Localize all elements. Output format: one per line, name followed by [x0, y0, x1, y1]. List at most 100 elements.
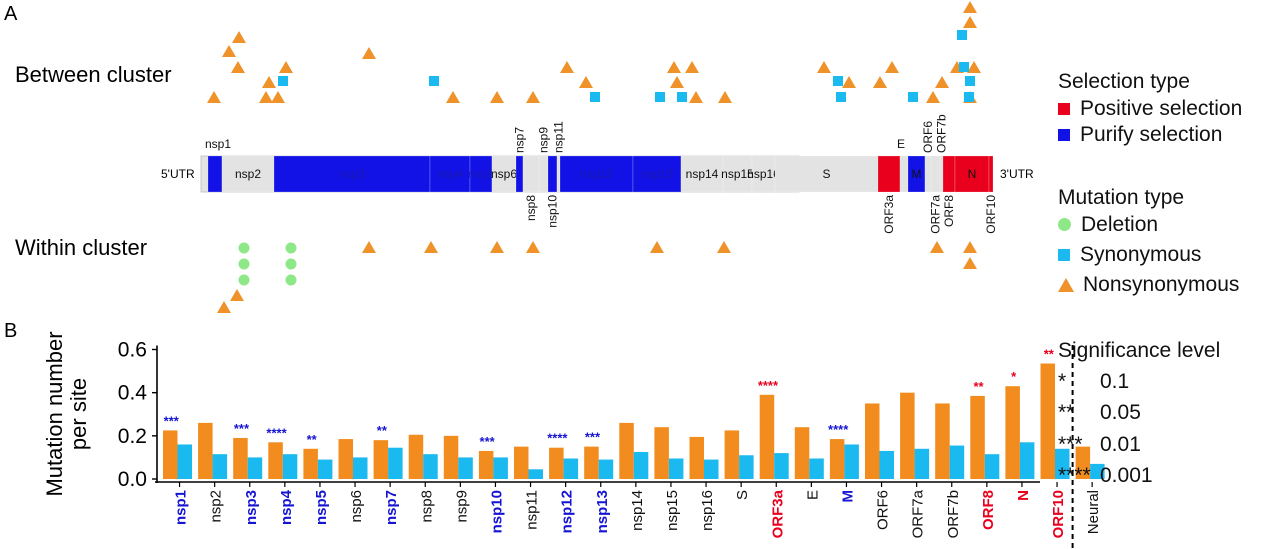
- gene-label-orf10: ORF10: [984, 195, 998, 234]
- panel-a: A Between cluster Within cluster 5'UTR 3…: [4, 1, 1034, 313]
- nonsynonymous-marker: [967, 61, 981, 73]
- nonsynonymous-marker: [271, 91, 285, 103]
- gene-label-orf3a: ORF3a: [882, 195, 896, 234]
- bar-orange-orf6: [865, 403, 880, 479]
- significance-mark: **: [1044, 347, 1055, 362]
- nonsynonymous-marker: [650, 241, 664, 253]
- gene-label-s: S: [822, 167, 830, 181]
- bar-orange-nsp2: [198, 422, 213, 479]
- nonsynonymous-marker: [885, 61, 899, 73]
- nonsynonymous-marker: [670, 76, 684, 88]
- gene-label-nsp3: nsp3: [339, 167, 365, 181]
- y-axis-title: Mutation number per site: [42, 331, 91, 496]
- between-cluster-label: Between cluster: [15, 62, 172, 87]
- gene-label-nsp9: nsp9: [537, 127, 551, 153]
- significance-symbol: ***: [1058, 432, 1083, 456]
- x-tick-label-nsp16: nsp16: [699, 490, 716, 531]
- synonymous-marker: [908, 92, 918, 102]
- significance-mark: ***: [234, 421, 250, 436]
- bar-blue-orf7a: [914, 448, 930, 479]
- deletion-circle-icon: [1058, 218, 1071, 231]
- y-tick-label: 0.2: [118, 425, 147, 448]
- gene-segment-n: [954, 155, 990, 193]
- gene-segment-orf3a: [877, 155, 901, 193]
- significance-mark: **: [307, 432, 318, 447]
- nonsynonymous-marker: [579, 76, 593, 88]
- nonsynonymous-marker: [231, 61, 245, 73]
- bar-blue-orf10: [1055, 448, 1070, 479]
- bar-orange-nsp13: [584, 446, 599, 479]
- bar-orange-n: [1005, 386, 1020, 479]
- synonymous-marker: [965, 76, 975, 86]
- synonymous-marker: [959, 62, 969, 72]
- legend-item-nonsynonymous: Nonsynonymous: [1058, 270, 1239, 299]
- significance-mark: ****: [758, 378, 779, 393]
- x-tick-label-e: E: [804, 490, 821, 500]
- gene-label-n: N: [968, 167, 977, 181]
- selection-legend: Selection type Positive selection Purify…: [1058, 70, 1242, 149]
- x-tick-label-nsp11: nsp11: [524, 490, 541, 530]
- nonsynonymous-marker: [689, 91, 703, 103]
- bar-chart: 0.00.20.40.6***nsp1 nsp2***nsp3****nsp4**…: [118, 339, 1105, 549]
- x-tick-label-nsp5: nsp5: [313, 490, 330, 525]
- nonsynonymous-marker: [362, 47, 376, 59]
- x-tick-label-orf3a: ORF3a: [769, 489, 786, 538]
- nonsynonymous-triangle-icon: [1058, 277, 1074, 292]
- nonsynonymous-marker: [963, 241, 977, 253]
- x-tick-label-m: M: [839, 490, 856, 503]
- legend-item-purify: Purify selection: [1058, 120, 1242, 149]
- deletion-marker: [285, 258, 297, 270]
- bar-blue-nsp4: [282, 454, 298, 479]
- gene-segment-nsp6: [491, 155, 517, 193]
- significance-value: 0.1: [1100, 369, 1130, 393]
- x-tick-label-nsp9: nsp9: [453, 490, 470, 523]
- gene-label-m: M: [912, 167, 922, 181]
- gene-label-nsp8: nsp8: [524, 195, 538, 221]
- nonsynonymous-marker: [222, 45, 236, 57]
- gene-segment-orf7b: [939, 155, 944, 193]
- x-tick-label-orf7a: ORF7a: [910, 489, 927, 538]
- x-tick-label-nsp8: nsp8: [418, 490, 435, 523]
- x-tick-label-s: S: [734, 490, 751, 500]
- gene-segment-nsp9: [538, 155, 549, 193]
- significance-legend-title: Significance level: [1058, 339, 1221, 362]
- gene-segment-nsp7: [515, 155, 524, 193]
- significance-mark: **: [973, 379, 984, 394]
- bar-orange-s: [724, 430, 740, 479]
- x-tick-label-orf6: ORF6: [875, 490, 892, 530]
- nonsynonymous-marker: [526, 241, 540, 253]
- gene-segment-nsp14: [680, 155, 724, 193]
- bar-blue-n: [1019, 442, 1035, 479]
- gene-segment-orf7a: [930, 155, 941, 193]
- deletion-marker: [285, 274, 297, 286]
- bar-orange-nsp4: [268, 442, 283, 479]
- significance-mark: ****: [828, 422, 849, 437]
- bar-orange-nsp15: [654, 427, 669, 479]
- nonsynonymous-marker: [842, 76, 856, 88]
- panel-b: B Mutation number per site 0.0 0.2 0.4 0.6 *…: [4, 320, 1105, 549]
- bar-blue-nsp6: [353, 457, 368, 479]
- purify-selection-swatch: [1058, 128, 1070, 141]
- synonymous-marker: [278, 76, 288, 86]
- synonymous-marker: [964, 92, 974, 102]
- significance-mark: ****: [547, 431, 568, 446]
- bar-blue-nsp3: [247, 457, 263, 479]
- gene-segment-nsp4: [429, 155, 471, 193]
- bar-blue-nsp15: [668, 458, 684, 479]
- x-tick-label-nsp10: nsp10: [488, 490, 505, 533]
- bar-blue-orf3a: [774, 453, 789, 479]
- synonymous-marker: [957, 30, 967, 40]
- bar-blue-orf6: [879, 450, 894, 479]
- significance-row: *** 0.01: [1058, 429, 1220, 461]
- synonymous-square-icon: [1058, 248, 1070, 261]
- y-tick-label: 0.0: [118, 468, 147, 491]
- significance-value: 0.01: [1100, 432, 1141, 456]
- bar-orange-nsp6: [338, 439, 353, 479]
- deletion-marker: [238, 258, 250, 270]
- y-tick-label: 0.6: [118, 339, 147, 362]
- nonsynonymous-marker: [446, 91, 460, 103]
- legend-label-synonymous: Synonymous: [1080, 242, 1202, 266]
- bar-orange-nsp5: [303, 448, 318, 479]
- bar-blue-nsp11: [528, 469, 543, 479]
- nonsynonymous-marker: [526, 91, 540, 103]
